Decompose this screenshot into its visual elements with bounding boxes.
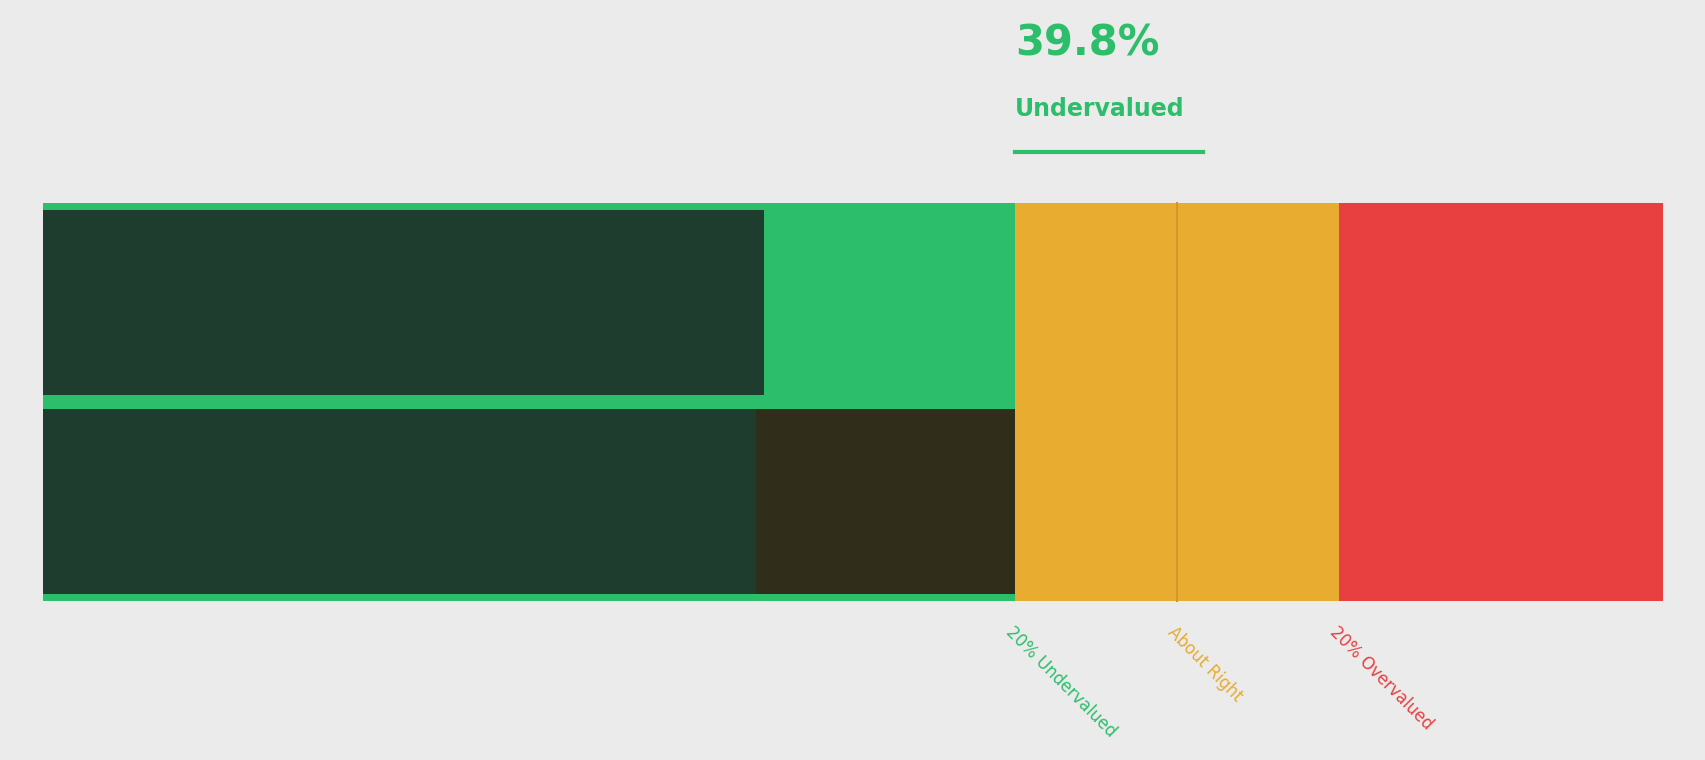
Text: Undervalued: Undervalued bbox=[1014, 97, 1183, 121]
Bar bbox=[755, 410, 1014, 594]
Text: 39.8%: 39.8% bbox=[1014, 23, 1159, 65]
Bar bbox=[1338, 203, 1662, 601]
Text: About Right: About Right bbox=[1165, 623, 1246, 705]
Bar bbox=[1014, 203, 1338, 601]
Text: 20% Undervalued: 20% Undervalued bbox=[1003, 623, 1118, 740]
Text: US$31.89: US$31.89 bbox=[847, 517, 997, 545]
Bar bbox=[43, 210, 764, 394]
Text: Fair Value: Fair Value bbox=[902, 463, 997, 482]
Text: Current Price: Current Price bbox=[619, 264, 747, 283]
Bar bbox=[43, 203, 1014, 601]
Bar bbox=[43, 410, 1014, 594]
Text: 20% Overvalued: 20% Overvalued bbox=[1326, 623, 1436, 733]
Text: US$19.19: US$19.19 bbox=[597, 318, 747, 345]
